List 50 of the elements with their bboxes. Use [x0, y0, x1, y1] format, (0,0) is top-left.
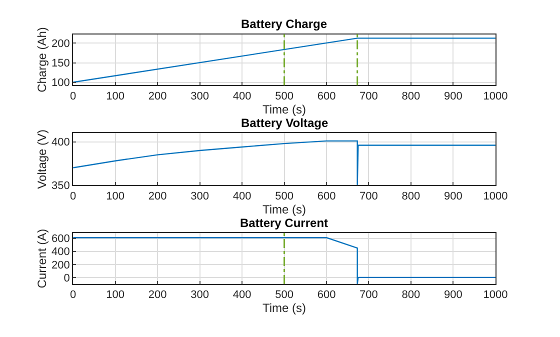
x-tick-label: 500 — [275, 90, 294, 102]
x-tick-label: 900 — [444, 90, 462, 102]
y-tick-label: 400 — [52, 136, 70, 149]
x-axis-title: Time (s) — [262, 301, 306, 316]
y-tick-label: 600 — [52, 233, 70, 246]
y-axis-title: Charge (Ah) — [34, 27, 49, 92]
x-tick-label: 1000 — [483, 90, 508, 102]
chart-title: Battery Voltage — [241, 116, 328, 130]
x-tick-label: 400 — [232, 289, 252, 302]
x-tick-label: 600 — [317, 90, 336, 102]
x-tick-label: 200 — [148, 90, 167, 102]
y-tick-label: 350 — [52, 180, 70, 192]
x-tick-label: 200 — [148, 190, 167, 202]
x-tick-label: 100 — [106, 90, 124, 102]
line-series — [73, 140, 496, 186]
x-tick-label: 800 — [402, 90, 420, 102]
x-tick-label: 800 — [402, 190, 420, 202]
x-tick-label: 600 — [317, 289, 336, 302]
x-tick-label: 1000 — [483, 190, 508, 202]
x-tick-label: 400 — [232, 190, 252, 202]
x-tick-label: 500 — [275, 190, 294, 202]
x-tick-label: 1000 — [483, 289, 508, 302]
x-tick-label: 500 — [275, 289, 294, 302]
y-tick-label: 200 — [52, 38, 70, 50]
y-tick-label: 200 — [52, 259, 70, 272]
chart-title: Battery Charge — [241, 17, 328, 31]
y-tick-label: 400 — [52, 246, 70, 258]
x-tick-label: 300 — [190, 190, 209, 202]
x-tick-label: 600 — [317, 190, 336, 202]
x-tick-label: 400 — [232, 90, 252, 102]
x-tick-label: 200 — [148, 289, 167, 302]
y-tick-label: 0 — [64, 272, 70, 284]
x-tick-label: 100 — [106, 289, 124, 302]
line-series — [73, 237, 496, 284]
x-tick-label: 300 — [190, 90, 209, 102]
x-axis-title: Time (s) — [262, 202, 306, 216]
y-tick-label: 150 — [52, 58, 70, 70]
x-tick-label: 900 — [444, 289, 462, 302]
y-tick-label: 100 — [52, 77, 70, 90]
x-tick-label: 700 — [360, 190, 378, 202]
x-tick-label: 700 — [360, 90, 378, 102]
y-axis-title: Current (A) — [34, 228, 49, 288]
x-tick-label: 100 — [106, 190, 124, 202]
x-tick-label: 700 — [360, 289, 378, 302]
x-tick-label: 300 — [190, 289, 209, 302]
x-axis-title: Time (s) — [262, 102, 306, 116]
y-axis-title: Voltage (V) — [34, 129, 49, 189]
x-tick-label: 800 — [402, 289, 420, 302]
x-tick-label: 900 — [444, 190, 462, 202]
chart-title: Battery Current — [240, 216, 328, 230]
